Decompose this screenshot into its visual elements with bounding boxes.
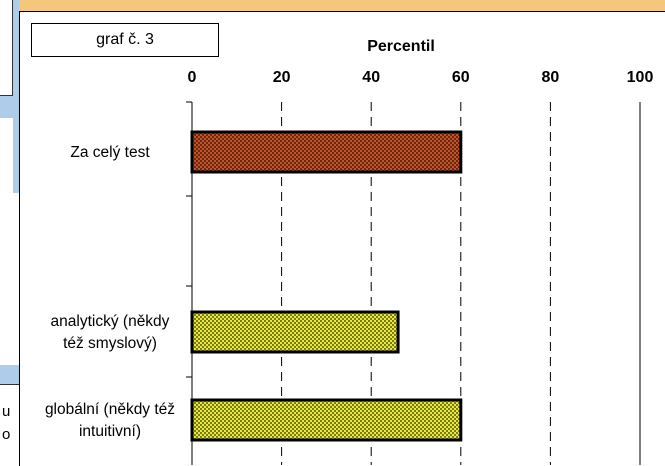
x-tick-label: 40: [362, 69, 380, 86]
chart-title: Percentil: [367, 38, 435, 55]
side-strip: u o: [0, 0, 19, 466]
x-tick-label: 80: [542, 69, 560, 86]
category-label: analytický (někdy: [51, 313, 170, 330]
x-tick-label: 20: [273, 69, 291, 86]
bar-2[interactable]: [190, 310, 400, 354]
graf-label[interactable]: graf č. 3: [31, 23, 219, 57]
category-label: intuitivní): [79, 423, 141, 440]
category-label: Za celý test: [70, 144, 150, 161]
x-tick-label: 100: [627, 69, 654, 86]
category-label: globální (někdy též: [45, 401, 175, 418]
side-fragment-1: u: [2, 403, 11, 420]
chart-sheet[interactable]: graf č. 3: [19, 11, 665, 466]
bar-3[interactable]: [190, 398, 463, 442]
bar-1[interactable]: [190, 130, 463, 174]
side-fragment-2: o: [2, 426, 11, 443]
x-tick-label: 0: [188, 69, 197, 86]
category-label: též smyslový): [63, 335, 157, 352]
x-tick-label: 60: [452, 69, 470, 86]
